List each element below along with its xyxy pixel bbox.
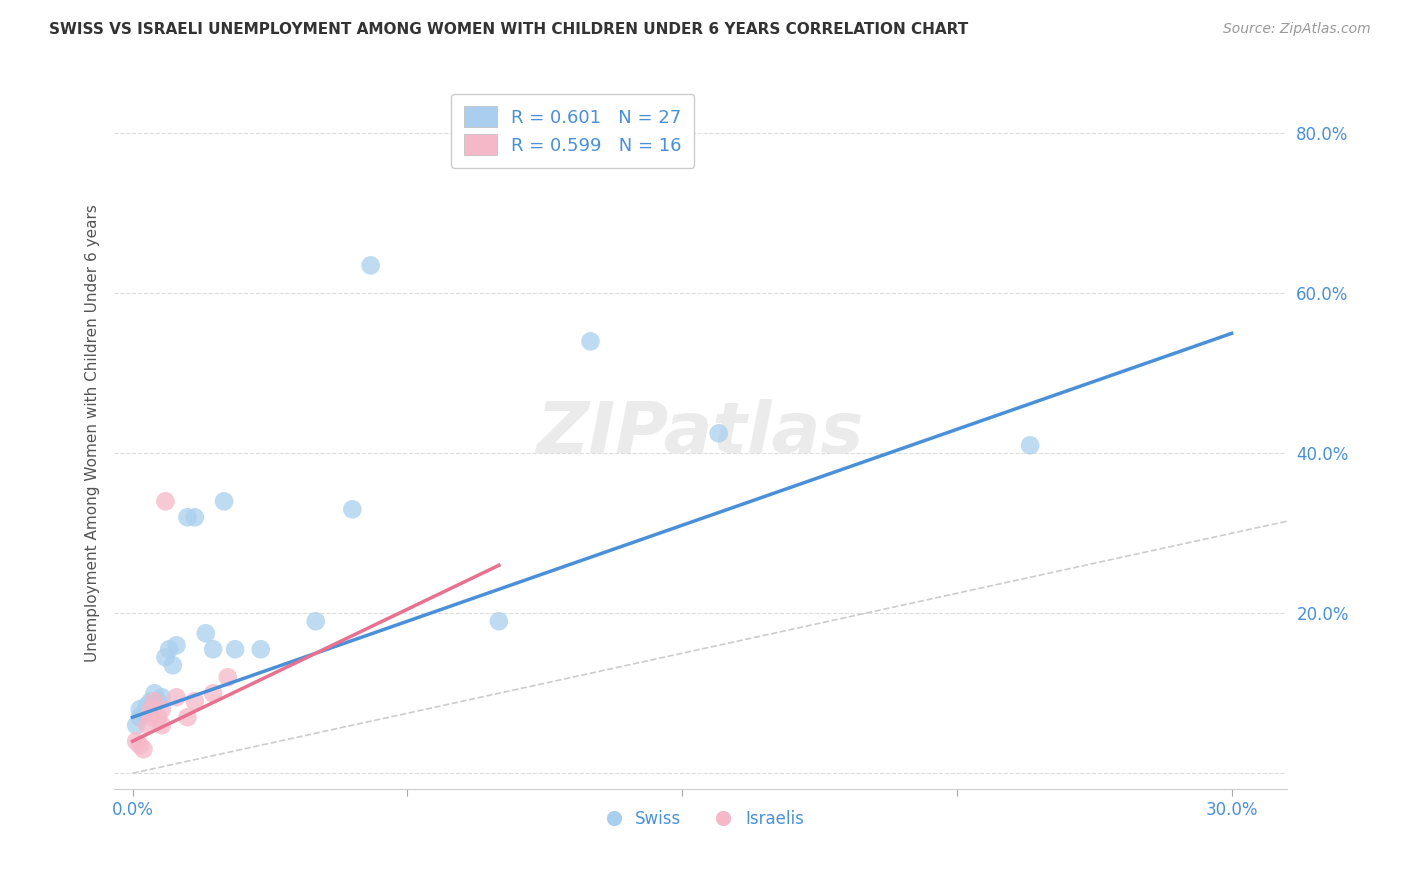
Point bbox=[136, 718, 159, 732]
Point bbox=[143, 694, 166, 708]
Point bbox=[128, 710, 150, 724]
Point bbox=[217, 670, 239, 684]
Point bbox=[146, 694, 169, 708]
Point bbox=[139, 694, 162, 708]
Point bbox=[139, 710, 162, 724]
Point bbox=[166, 638, 188, 652]
Y-axis label: Unemployment Among Women with Children Under 6 years: Unemployment Among Women with Children U… bbox=[86, 204, 100, 662]
Text: Source: ZipAtlas.com: Source: ZipAtlas.com bbox=[1223, 22, 1371, 37]
Point bbox=[342, 502, 364, 516]
Point bbox=[184, 510, 207, 524]
Point bbox=[202, 642, 225, 657]
Point bbox=[176, 510, 198, 524]
Point bbox=[707, 426, 730, 441]
Legend: Swiss, Israelis: Swiss, Israelis bbox=[591, 803, 810, 834]
Point bbox=[194, 626, 217, 640]
Point bbox=[184, 694, 207, 708]
Point bbox=[579, 334, 602, 349]
Point bbox=[150, 690, 173, 705]
Point bbox=[128, 738, 150, 752]
Point bbox=[136, 698, 159, 713]
Point bbox=[150, 702, 173, 716]
Point bbox=[125, 718, 148, 732]
Point bbox=[139, 702, 162, 716]
Point bbox=[212, 494, 235, 508]
Point bbox=[305, 614, 328, 628]
Point bbox=[488, 614, 510, 628]
Point bbox=[224, 642, 246, 657]
Point bbox=[176, 710, 198, 724]
Point bbox=[166, 690, 188, 705]
Point bbox=[132, 706, 155, 721]
Point bbox=[155, 650, 177, 665]
Point bbox=[155, 494, 177, 508]
Point bbox=[146, 710, 169, 724]
Point bbox=[143, 686, 166, 700]
Point bbox=[249, 642, 271, 657]
Text: SWISS VS ISRAELI UNEMPLOYMENT AMONG WOMEN WITH CHILDREN UNDER 6 YEARS CORRELATIO: SWISS VS ISRAELI UNEMPLOYMENT AMONG WOME… bbox=[49, 22, 969, 37]
Point bbox=[162, 658, 184, 673]
Point bbox=[202, 686, 225, 700]
Point bbox=[157, 642, 180, 657]
Point bbox=[128, 702, 150, 716]
Point bbox=[1019, 438, 1042, 452]
Point bbox=[150, 718, 173, 732]
Point bbox=[360, 259, 382, 273]
Point bbox=[125, 734, 148, 748]
Text: ZIPatlas: ZIPatlas bbox=[537, 399, 865, 467]
Point bbox=[132, 742, 155, 756]
